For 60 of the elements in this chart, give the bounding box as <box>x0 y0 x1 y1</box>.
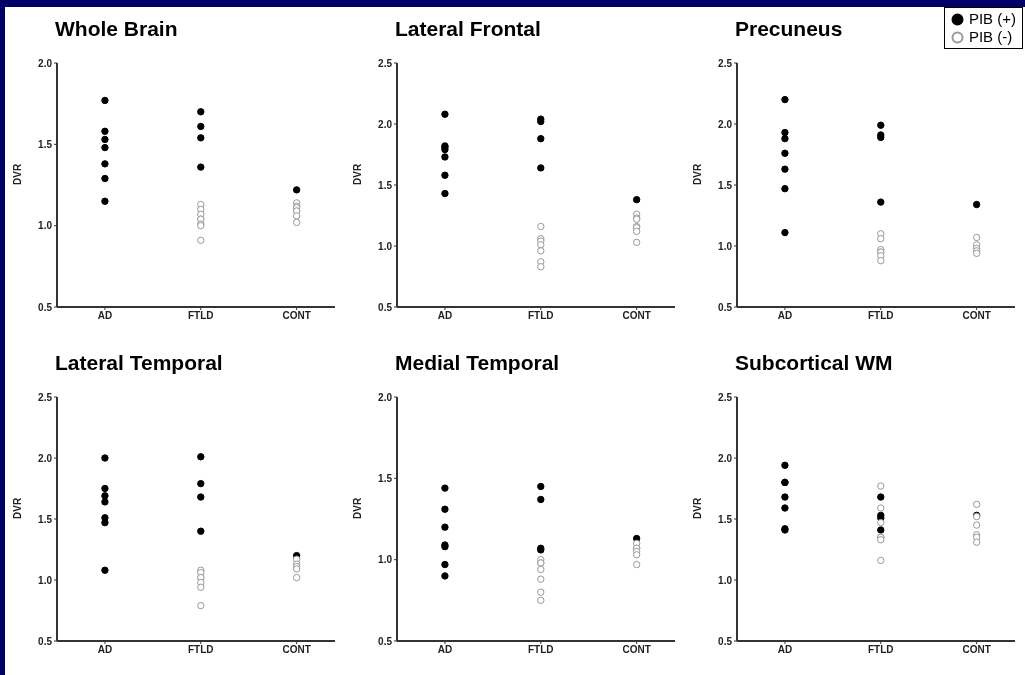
y-tick-label: 2.0 <box>718 452 733 464</box>
y-tick-label: 2.0 <box>718 118 733 130</box>
x-tick-label: CONT <box>622 310 651 322</box>
x-tick-label: CONT <box>962 644 991 656</box>
x-tick-label: CONT <box>622 644 651 656</box>
y-tick-label: 2.5 <box>378 57 393 69</box>
y-tick-label: 2.5 <box>718 57 733 69</box>
x-tick-label: AD <box>777 310 793 322</box>
chart-title: Medial Temporal <box>395 351 560 375</box>
y-tick-label: 1.0 <box>38 574 53 586</box>
x-tick-label: FTLD <box>528 310 554 322</box>
y-axis-title: DVR <box>11 497 23 519</box>
x-tick-label: FTLD <box>528 644 554 656</box>
y-tick-label: 0.5 <box>378 301 393 313</box>
x-tick-label: FTLD <box>868 310 894 322</box>
legend-label: PIB (-) <box>968 28 1013 46</box>
y-tick-label: 1.5 <box>38 513 53 525</box>
y-tick-label: 2.0 <box>38 452 53 464</box>
x-tick-label: FTLD <box>868 644 894 656</box>
x-tick-label: CONT <box>282 310 311 322</box>
y-tick-label: 1.5 <box>378 472 393 484</box>
y-tick-label: 0.5 <box>38 635 53 647</box>
chart-title: Precuneus <box>735 17 843 41</box>
y-tick-label: 1.5 <box>38 138 53 150</box>
y-tick-label: 0.5 <box>718 635 733 647</box>
y-tick-label: 0.5 <box>718 301 733 313</box>
x-tick-label: CONT <box>962 310 991 322</box>
x-tick-label: AD <box>437 644 453 656</box>
y-tick-label: 1.0 <box>378 554 393 566</box>
y-axis-title: DVR <box>691 163 703 185</box>
y-tick-label: 2.5 <box>718 391 733 403</box>
y-axis-title: DVR <box>11 163 23 185</box>
y-axis-title: DVR <box>691 497 703 519</box>
x-tick-label: FTLD <box>188 644 214 656</box>
chart-title: Whole Brain <box>55 17 178 41</box>
y-tick-label: 1.5 <box>718 179 733 191</box>
y-tick-label: 1.0 <box>718 240 733 252</box>
y-axis-title: DVR <box>351 163 363 185</box>
chart-title: Subcortical WM <box>735 351 893 375</box>
chart-title: Lateral Temporal <box>55 351 223 375</box>
y-tick-label: 0.5 <box>38 301 53 313</box>
x-tick-label: AD <box>437 310 453 322</box>
chart-title: Lateral Frontal <box>395 17 541 41</box>
y-tick-label: 0.5 <box>378 635 393 647</box>
y-tick-label: 1.5 <box>718 513 733 525</box>
x-tick-label: AD <box>97 310 113 322</box>
y-tick-label: 2.0 <box>38 57 53 69</box>
y-tick-label: 2.0 <box>378 118 393 130</box>
x-tick-label: CONT <box>282 644 311 656</box>
y-tick-label: 2.0 <box>378 391 393 403</box>
y-tick-label: 1.0 <box>718 574 733 586</box>
x-tick-label: AD <box>97 644 113 656</box>
y-axis-title: DVR <box>351 497 363 519</box>
x-tick-label: AD <box>777 644 793 656</box>
y-tick-label: 1.0 <box>378 240 393 252</box>
y-tick-label: 1.5 <box>378 179 393 191</box>
y-tick-label: 2.5 <box>38 391 53 403</box>
legend-label: PIB (+) <box>968 10 1016 28</box>
y-tick-label: 1.0 <box>38 220 53 232</box>
x-tick-label: FTLD <box>188 310 214 322</box>
